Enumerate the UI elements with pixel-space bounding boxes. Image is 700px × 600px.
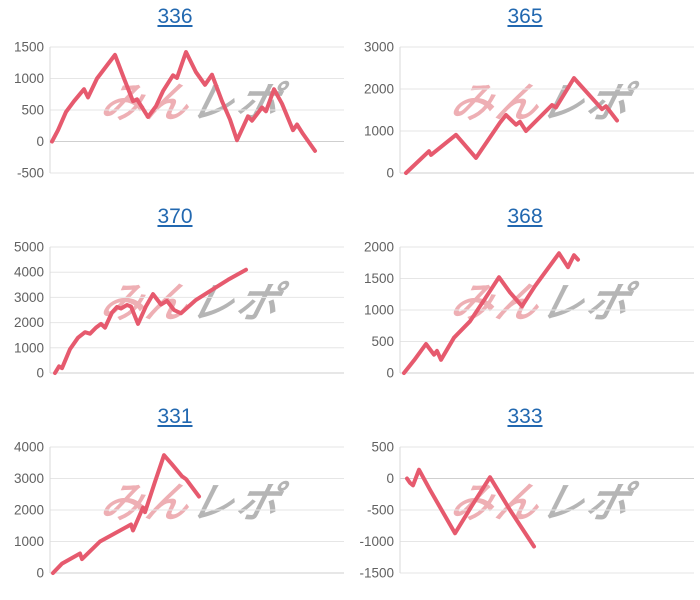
- svg-text:4000: 4000: [14, 440, 44, 455]
- svg-text:0: 0: [386, 166, 394, 181]
- svg-text:2000: 2000: [14, 315, 44, 330]
- svg-text:0: 0: [386, 366, 394, 381]
- svg-text:-500: -500: [367, 503, 394, 518]
- svg-text:1000: 1000: [14, 534, 44, 549]
- svg-text:1000: 1000: [364, 303, 394, 318]
- svg-text:-1000: -1000: [359, 534, 394, 549]
- svg-text:0: 0: [36, 366, 44, 381]
- svg-text:0: 0: [386, 471, 394, 486]
- line-chart-368: 2000 1500 1000 500 0: [364, 240, 694, 381]
- svg-text:0: 0: [36, 134, 44, 149]
- svg-text:500: 500: [21, 103, 44, 118]
- machine-number-link-331[interactable]: 331: [157, 405, 193, 428]
- svg-text:1500: 1500: [14, 40, 44, 55]
- svg-text:3000: 3000: [364, 40, 394, 55]
- svg-text:4000: 4000: [14, 265, 44, 280]
- svg-text:5000: 5000: [14, 240, 44, 255]
- svg-text:1000: 1000: [14, 71, 44, 86]
- svg-text:2000: 2000: [14, 503, 44, 518]
- chart-cell-368: 368 みんレポ 2000 1500 1000 500 0: [350, 200, 700, 400]
- line-chart-370: 5000 4000 3000 2000 1000 0: [14, 240, 344, 381]
- svg-text:1500: 1500: [364, 271, 394, 286]
- svg-text:0: 0: [36, 566, 44, 581]
- line-chart-333: 500 0 -500 -1000 -1500: [359, 440, 694, 581]
- svg-text:1000: 1000: [14, 340, 44, 355]
- machine-number-link-370[interactable]: 370: [157, 205, 193, 228]
- svg-text:-500: -500: [17, 166, 44, 181]
- svg-text:2000: 2000: [364, 240, 394, 255]
- machine-number-link-365[interactable]: 365: [507, 5, 543, 28]
- svg-text:1000: 1000: [364, 124, 394, 139]
- svg-text:500: 500: [371, 334, 394, 349]
- line-chart-336: 1500 1000 500 0 -500: [14, 40, 344, 181]
- machine-number-link-336[interactable]: 336: [157, 5, 193, 28]
- svg-text:3000: 3000: [14, 471, 44, 486]
- svg-text:2000: 2000: [364, 82, 394, 97]
- chart-cell-333: 333 みんレポ 500 0 -500 -1000 -1500: [350, 400, 700, 600]
- chart-cell-370: 370 みんレポ 5000 4000 3000 2000 1000 0: [0, 200, 350, 400]
- chart-cell-331: 331 みんレポ 4000 3000 2000 1000 0: [0, 400, 350, 600]
- chart-cell-365: 365 みんレポ 3000 2000 1000 0: [350, 0, 700, 200]
- svg-text:-1500: -1500: [359, 566, 394, 581]
- svg-text:3000: 3000: [14, 290, 44, 305]
- machine-number-link-368[interactable]: 368: [507, 205, 543, 228]
- chart-cell-336: 336 みんレポ 1500 1000 500 0 -500: [0, 0, 350, 200]
- line-chart-365: 3000 2000 1000 0: [364, 40, 694, 181]
- machine-number-link-333[interactable]: 333: [507, 405, 543, 428]
- line-chart-331: 4000 3000 2000 1000 0: [14, 440, 344, 581]
- svg-text:500: 500: [371, 440, 394, 455]
